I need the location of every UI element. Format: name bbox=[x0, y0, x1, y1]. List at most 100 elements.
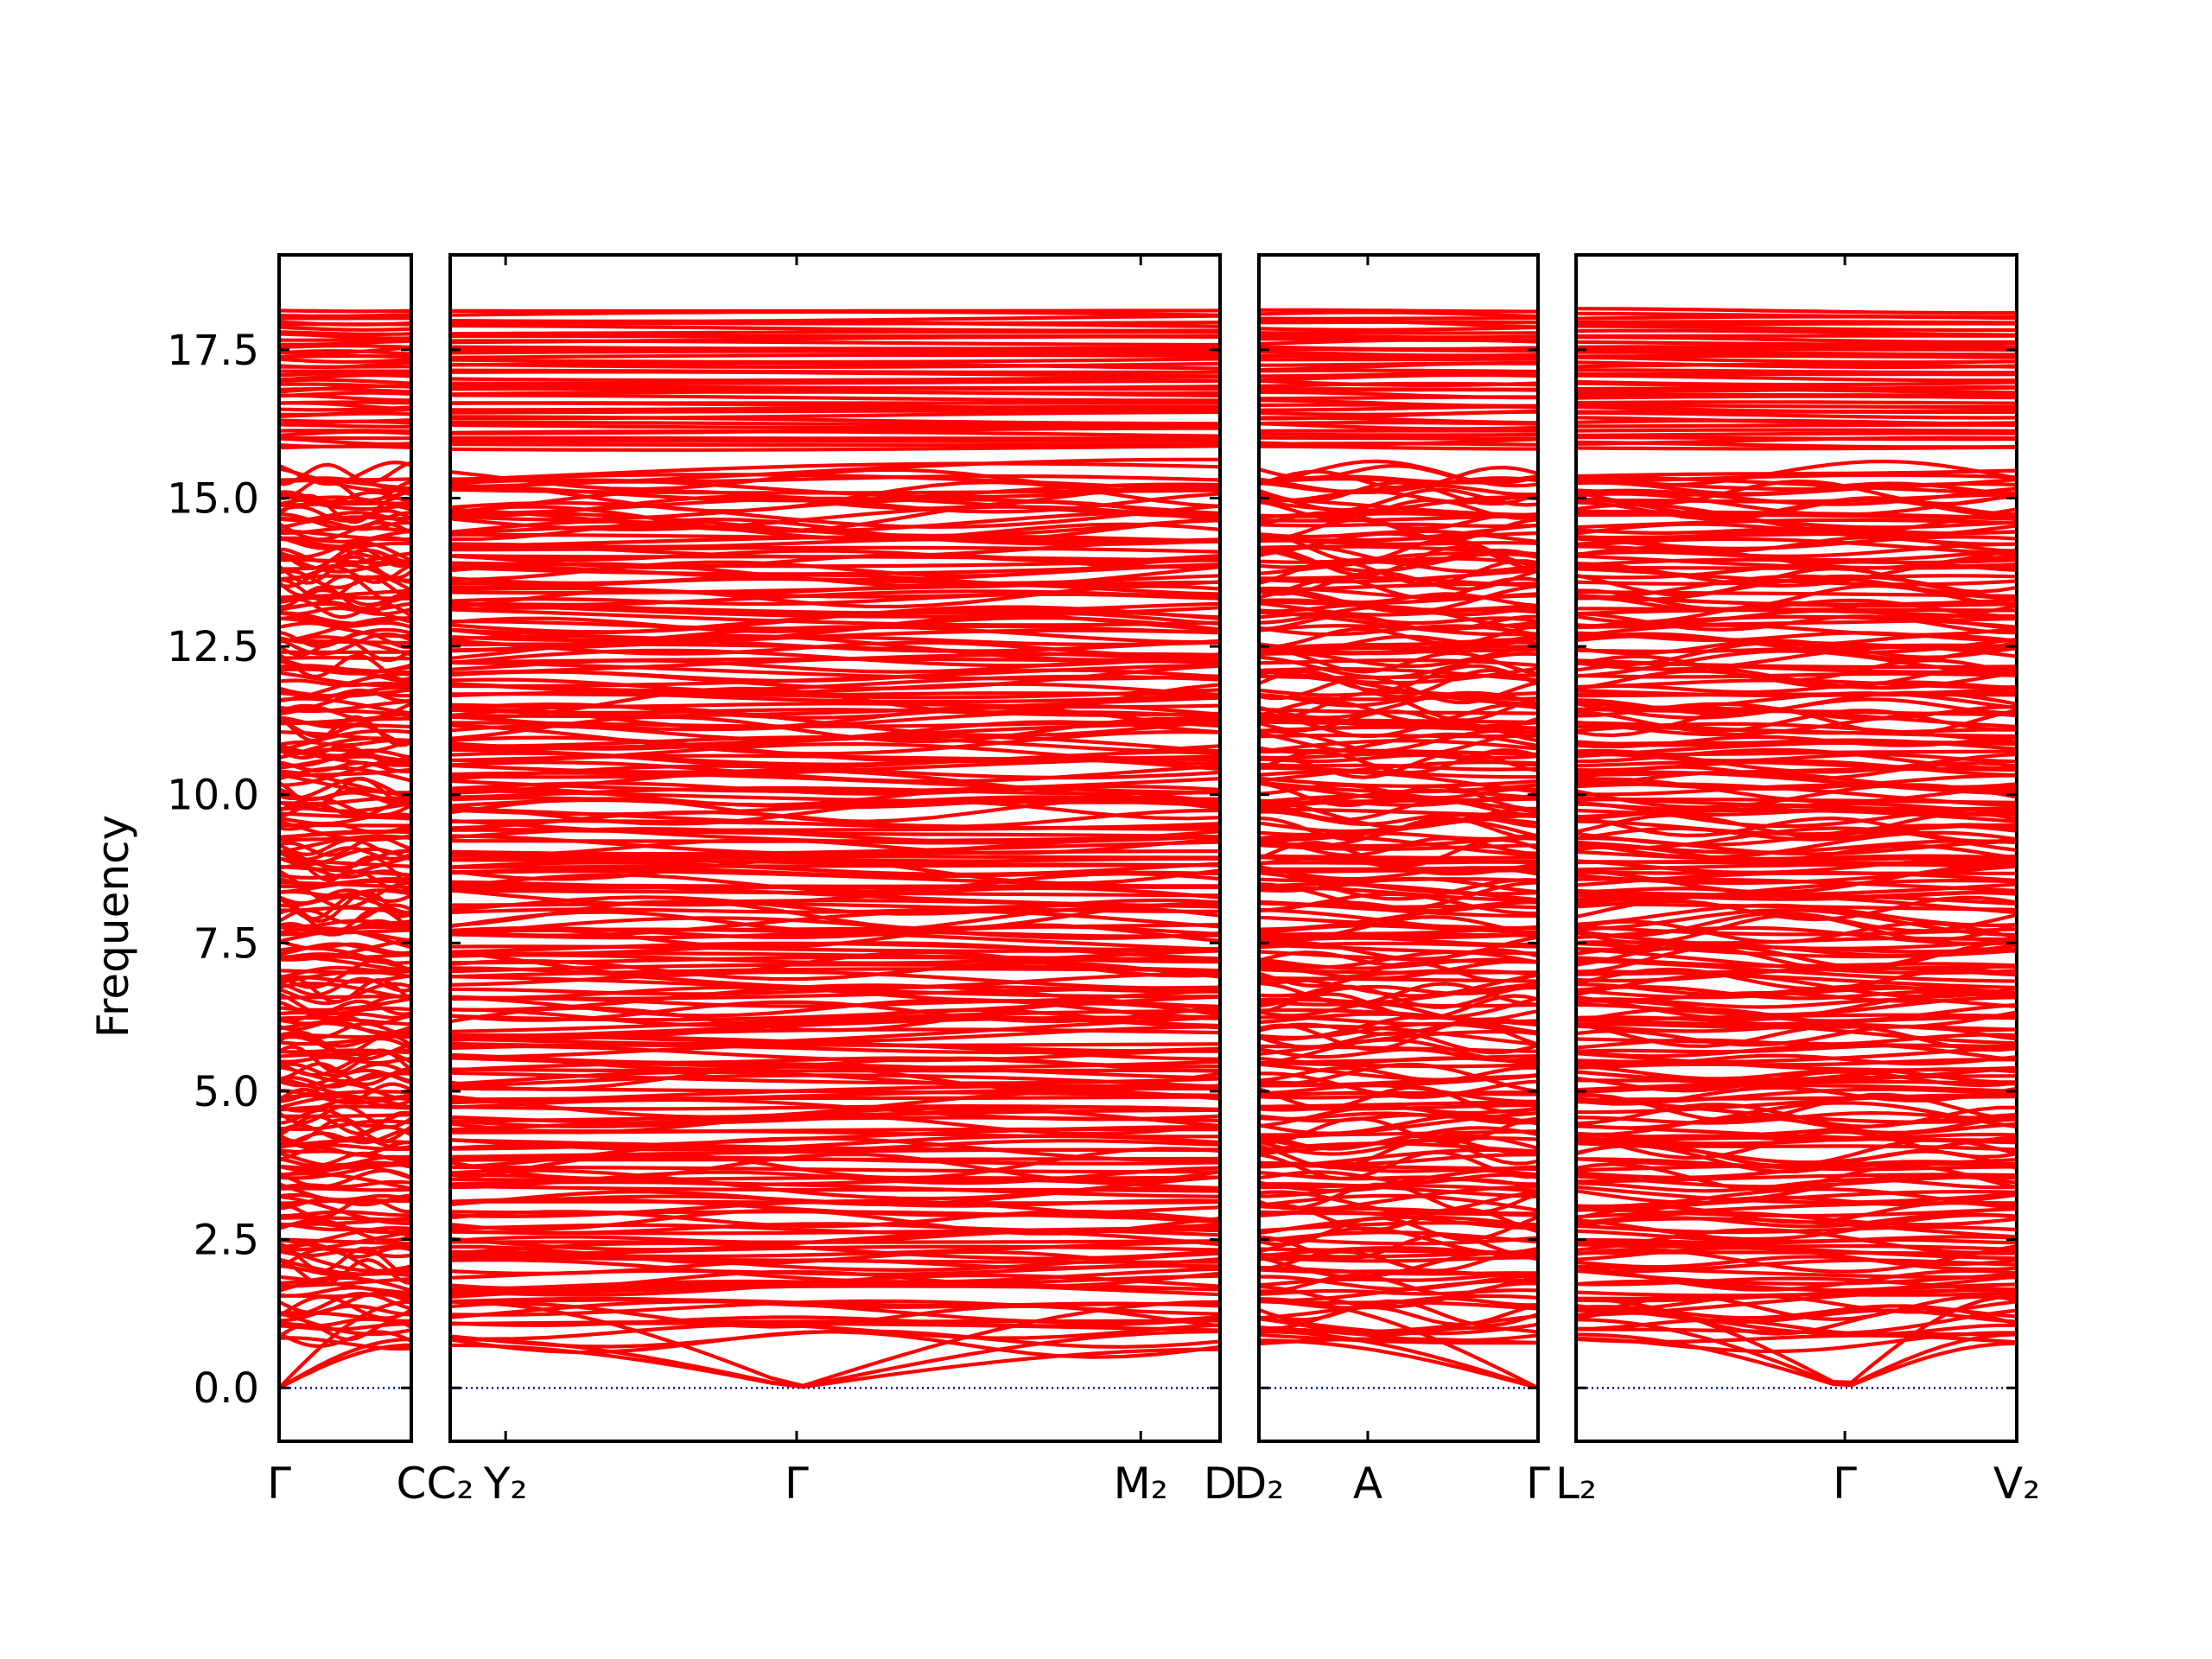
phonon-band bbox=[450, 549, 1220, 563]
phonon-band bbox=[1259, 1332, 1538, 1345]
phonon-band bbox=[450, 1071, 1220, 1085]
phonon-band bbox=[450, 1056, 1220, 1070]
phonon-band bbox=[279, 418, 411, 423]
phonon-band bbox=[279, 976, 411, 997]
x-tick-label: L₂ bbox=[1555, 1459, 1597, 1509]
phonon-band bbox=[1576, 307, 2017, 315]
phonon-band bbox=[1576, 1255, 2017, 1269]
phonon-band bbox=[450, 512, 1220, 538]
phonon-band bbox=[279, 325, 411, 332]
panel-frame bbox=[1574, 253, 2018, 1443]
phonon-band bbox=[450, 906, 1220, 934]
panel-frame bbox=[448, 253, 1222, 1443]
phonon-band bbox=[1576, 1101, 2017, 1130]
phonon-band bbox=[1576, 702, 2017, 721]
phonon-band bbox=[279, 800, 411, 813]
phonon-band bbox=[450, 1106, 1220, 1128]
phonon-band bbox=[1576, 353, 2017, 359]
phonon-band bbox=[1576, 347, 2017, 353]
phonon-band bbox=[279, 996, 411, 1012]
phonon-band bbox=[1259, 531, 1538, 556]
phonon-band bbox=[279, 823, 411, 828]
phonon-band bbox=[279, 846, 411, 861]
phonon-band bbox=[1576, 1173, 2017, 1184]
phonon-band bbox=[279, 391, 411, 398]
phonon-band bbox=[450, 639, 1220, 658]
phonon-band bbox=[279, 518, 411, 531]
phonon-band bbox=[279, 353, 411, 359]
phonon-band bbox=[279, 652, 411, 682]
phonon-band bbox=[450, 501, 1220, 529]
phonon-band bbox=[279, 529, 411, 543]
phonon-band bbox=[1576, 1241, 2017, 1261]
phonon-band bbox=[1576, 431, 2017, 437]
x-tick-label: D bbox=[1204, 1459, 1237, 1509]
panel-2: C₂ Y₂ Γ M₂ D bbox=[427, 253, 1237, 1509]
phonon-band bbox=[1259, 733, 1538, 739]
phonon-band bbox=[279, 777, 411, 802]
phonon-band bbox=[1259, 1232, 1538, 1261]
panel-3: D₂ A Γ bbox=[1234, 253, 1550, 1509]
x-tick-label: Γ bbox=[1526, 1459, 1550, 1509]
phonon-band bbox=[1576, 340, 2017, 346]
acoustic-branch bbox=[1259, 1297, 1538, 1390]
phonon-band bbox=[279, 890, 411, 923]
phonon-band bbox=[450, 357, 1220, 365]
phonon-band bbox=[450, 423, 1220, 430]
phonon-band bbox=[279, 767, 411, 778]
phonon-band bbox=[279, 819, 411, 842]
phonon-band bbox=[1576, 355, 2017, 365]
y-tick-label: 15.0 bbox=[167, 474, 259, 523]
phonon-band bbox=[1259, 1170, 1538, 1185]
phonon-band bbox=[450, 799, 1220, 826]
phonon-band bbox=[279, 493, 411, 512]
phonon-band bbox=[1576, 749, 2017, 757]
phonon-band bbox=[279, 1172, 411, 1191]
phonon-band bbox=[1259, 997, 1538, 1008]
phonon-band bbox=[1259, 780, 1538, 794]
phonon-band bbox=[1259, 982, 1538, 1007]
phonon-band bbox=[450, 1315, 1220, 1328]
phonon-band bbox=[1259, 459, 1538, 488]
phonon-band bbox=[1576, 858, 2017, 874]
phonon-band bbox=[279, 1182, 411, 1205]
phonon-band bbox=[1576, 1052, 2017, 1072]
phonon-band bbox=[450, 323, 1220, 333]
phonon-band bbox=[450, 735, 1220, 764]
phonon-band bbox=[1259, 1126, 1538, 1150]
phonon-band bbox=[450, 677, 1220, 697]
phonon-band bbox=[1259, 612, 1538, 626]
phonon-band bbox=[1259, 1182, 1538, 1198]
phonon-band bbox=[450, 393, 1220, 403]
phonon-band bbox=[450, 435, 1220, 441]
phonon-band bbox=[279, 1055, 411, 1065]
phonon-band bbox=[279, 360, 411, 369]
phonon-band bbox=[279, 938, 411, 962]
phonon-band bbox=[1259, 871, 1538, 896]
phonon-band bbox=[450, 375, 1220, 383]
phonon-band bbox=[1576, 1053, 2017, 1067]
phonon-band bbox=[1259, 1134, 1538, 1156]
x-tick-label: Y₂ bbox=[483, 1459, 528, 1509]
phonon-band bbox=[1576, 1141, 2017, 1152]
phonon-band bbox=[1576, 1087, 2017, 1104]
phonon-band bbox=[279, 1237, 411, 1246]
phonon-band bbox=[279, 718, 411, 745]
phonon-band bbox=[1576, 372, 2017, 377]
phonon-band bbox=[450, 607, 1220, 627]
phonon-band bbox=[1259, 490, 1538, 505]
phonon-band bbox=[1576, 1064, 2017, 1084]
acoustic-branch bbox=[450, 1329, 1220, 1389]
phonon-band bbox=[1259, 495, 1538, 512]
phonon-band bbox=[1259, 1274, 1538, 1291]
phonon-band bbox=[1576, 1122, 2017, 1146]
phonon-band bbox=[279, 1194, 411, 1225]
phonon-band bbox=[1259, 854, 1538, 860]
phonon-band bbox=[1576, 368, 2017, 375]
phonon-band bbox=[1576, 1070, 2017, 1093]
x-tick-label: Γ bbox=[1833, 1459, 1857, 1509]
y-axis-label: Frequency bbox=[88, 815, 138, 1038]
phonon-band bbox=[1576, 999, 2017, 1023]
phonon-band bbox=[279, 1197, 411, 1219]
phonon-band bbox=[1576, 1115, 2017, 1137]
